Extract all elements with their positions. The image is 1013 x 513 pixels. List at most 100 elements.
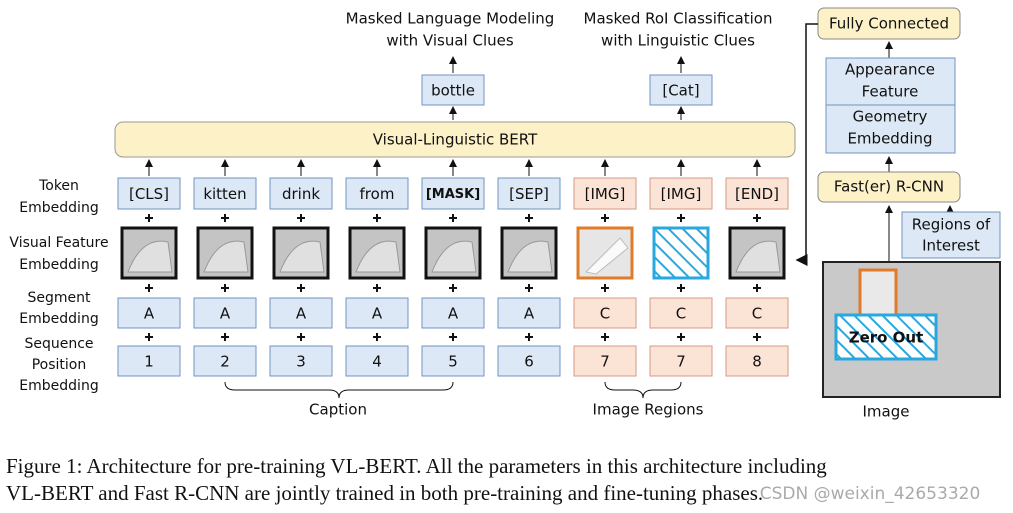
appearance-label: Feature bbox=[862, 83, 919, 101]
plus bbox=[145, 333, 153, 341]
segment: C bbox=[752, 305, 762, 323]
token-box bbox=[345, 177, 409, 210]
row-label: Position bbox=[32, 357, 87, 373]
segment-box bbox=[269, 297, 333, 329]
position: 6 bbox=[524, 353, 534, 371]
row-label: Sequence bbox=[24, 336, 93, 352]
feedback-arrow bbox=[795, 23, 818, 266]
brace bbox=[224, 381, 454, 399]
plus bbox=[449, 284, 457, 292]
row-label: Segment bbox=[28, 290, 92, 306]
token: [IMG] bbox=[661, 185, 702, 203]
row-label: Embedding bbox=[19, 257, 98, 273]
visual-detail bbox=[431, 240, 477, 273]
position-box bbox=[497, 345, 561, 377]
roi-label: Interest bbox=[922, 237, 980, 255]
group-label: Image Regions bbox=[593, 401, 704, 419]
segment-box bbox=[345, 297, 409, 329]
visual-detail bbox=[355, 240, 401, 273]
visual-feature bbox=[652, 226, 710, 280]
plus bbox=[449, 214, 457, 222]
token-box bbox=[421, 177, 485, 210]
plus bbox=[221, 284, 229, 292]
plus bbox=[677, 214, 685, 222]
position: 1 bbox=[144, 353, 154, 371]
position-box bbox=[117, 345, 181, 377]
segment: A bbox=[144, 305, 155, 323]
plus bbox=[221, 333, 229, 341]
plus bbox=[677, 284, 685, 292]
roi-box bbox=[901, 211, 1001, 259]
output-box bbox=[421, 74, 485, 106]
token-box bbox=[497, 177, 561, 210]
output-box bbox=[649, 74, 713, 106]
position: 7 bbox=[600, 353, 610, 371]
token-box bbox=[649, 177, 713, 210]
token: kitten bbox=[203, 185, 246, 203]
position-box bbox=[649, 345, 713, 377]
row-label: Embedding bbox=[19, 378, 98, 394]
appearance-label: Appearance bbox=[845, 61, 935, 79]
token: [END] bbox=[735, 185, 779, 203]
segment-box bbox=[573, 297, 637, 329]
row-label: Token bbox=[38, 178, 79, 194]
segment-box bbox=[421, 297, 485, 329]
visual-detail bbox=[279, 240, 325, 273]
plus bbox=[221, 214, 229, 222]
task-label: Masked Language Modeling bbox=[346, 10, 555, 28]
plus bbox=[753, 333, 761, 341]
position-box bbox=[421, 345, 485, 377]
position: 4 bbox=[372, 353, 382, 371]
visual-detail bbox=[507, 240, 553, 273]
roi-orange bbox=[858, 268, 898, 317]
roi-label: Regions of bbox=[912, 216, 991, 234]
fc-label: Fully Connected bbox=[829, 15, 949, 33]
plus bbox=[373, 214, 381, 222]
plus bbox=[601, 284, 609, 292]
token-box bbox=[193, 177, 257, 210]
token: [SEP] bbox=[509, 185, 549, 203]
group-label: Caption bbox=[309, 401, 367, 419]
plus bbox=[373, 333, 381, 341]
token-box bbox=[269, 177, 333, 210]
plus bbox=[145, 214, 153, 222]
position: 7 bbox=[676, 353, 686, 371]
output-token: bottle bbox=[431, 82, 475, 100]
plus bbox=[145, 284, 153, 292]
geometry-label: Geometry bbox=[853, 108, 928, 126]
plus bbox=[677, 333, 685, 341]
plus bbox=[525, 333, 533, 341]
plus bbox=[753, 284, 761, 292]
visual-detail bbox=[127, 240, 173, 273]
position: 2 bbox=[220, 353, 230, 371]
task-label: with Visual Clues bbox=[386, 32, 514, 50]
position-box bbox=[573, 345, 637, 377]
segment: A bbox=[372, 305, 383, 323]
segment: A bbox=[524, 305, 535, 323]
task-label: with Linguistic Clues bbox=[601, 32, 755, 50]
position: 5 bbox=[448, 353, 458, 371]
brace bbox=[604, 381, 682, 399]
token: [IMG] bbox=[585, 185, 626, 203]
visual-detail bbox=[584, 237, 629, 275]
plus bbox=[753, 214, 761, 222]
task-label: Masked RoI Classification bbox=[584, 10, 773, 28]
rcnn-label: Fast(er) R-CNN bbox=[834, 178, 944, 196]
geometry-label: Embedding bbox=[847, 130, 932, 148]
plus bbox=[297, 333, 305, 341]
plus bbox=[601, 214, 609, 222]
segment: A bbox=[220, 305, 231, 323]
token-box bbox=[573, 177, 637, 210]
segment-box bbox=[725, 297, 789, 329]
position-box bbox=[193, 345, 257, 377]
position: 3 bbox=[296, 353, 306, 371]
position-box bbox=[269, 345, 333, 377]
row-label: Visual Feature bbox=[9, 235, 108, 251]
row-label: Embedding bbox=[19, 311, 98, 327]
token-box bbox=[117, 177, 181, 210]
position-box bbox=[725, 345, 789, 377]
bert-label: Visual-Linguistic BERT bbox=[373, 131, 538, 149]
token: drink bbox=[282, 185, 320, 203]
rcnn-box bbox=[817, 171, 961, 203]
